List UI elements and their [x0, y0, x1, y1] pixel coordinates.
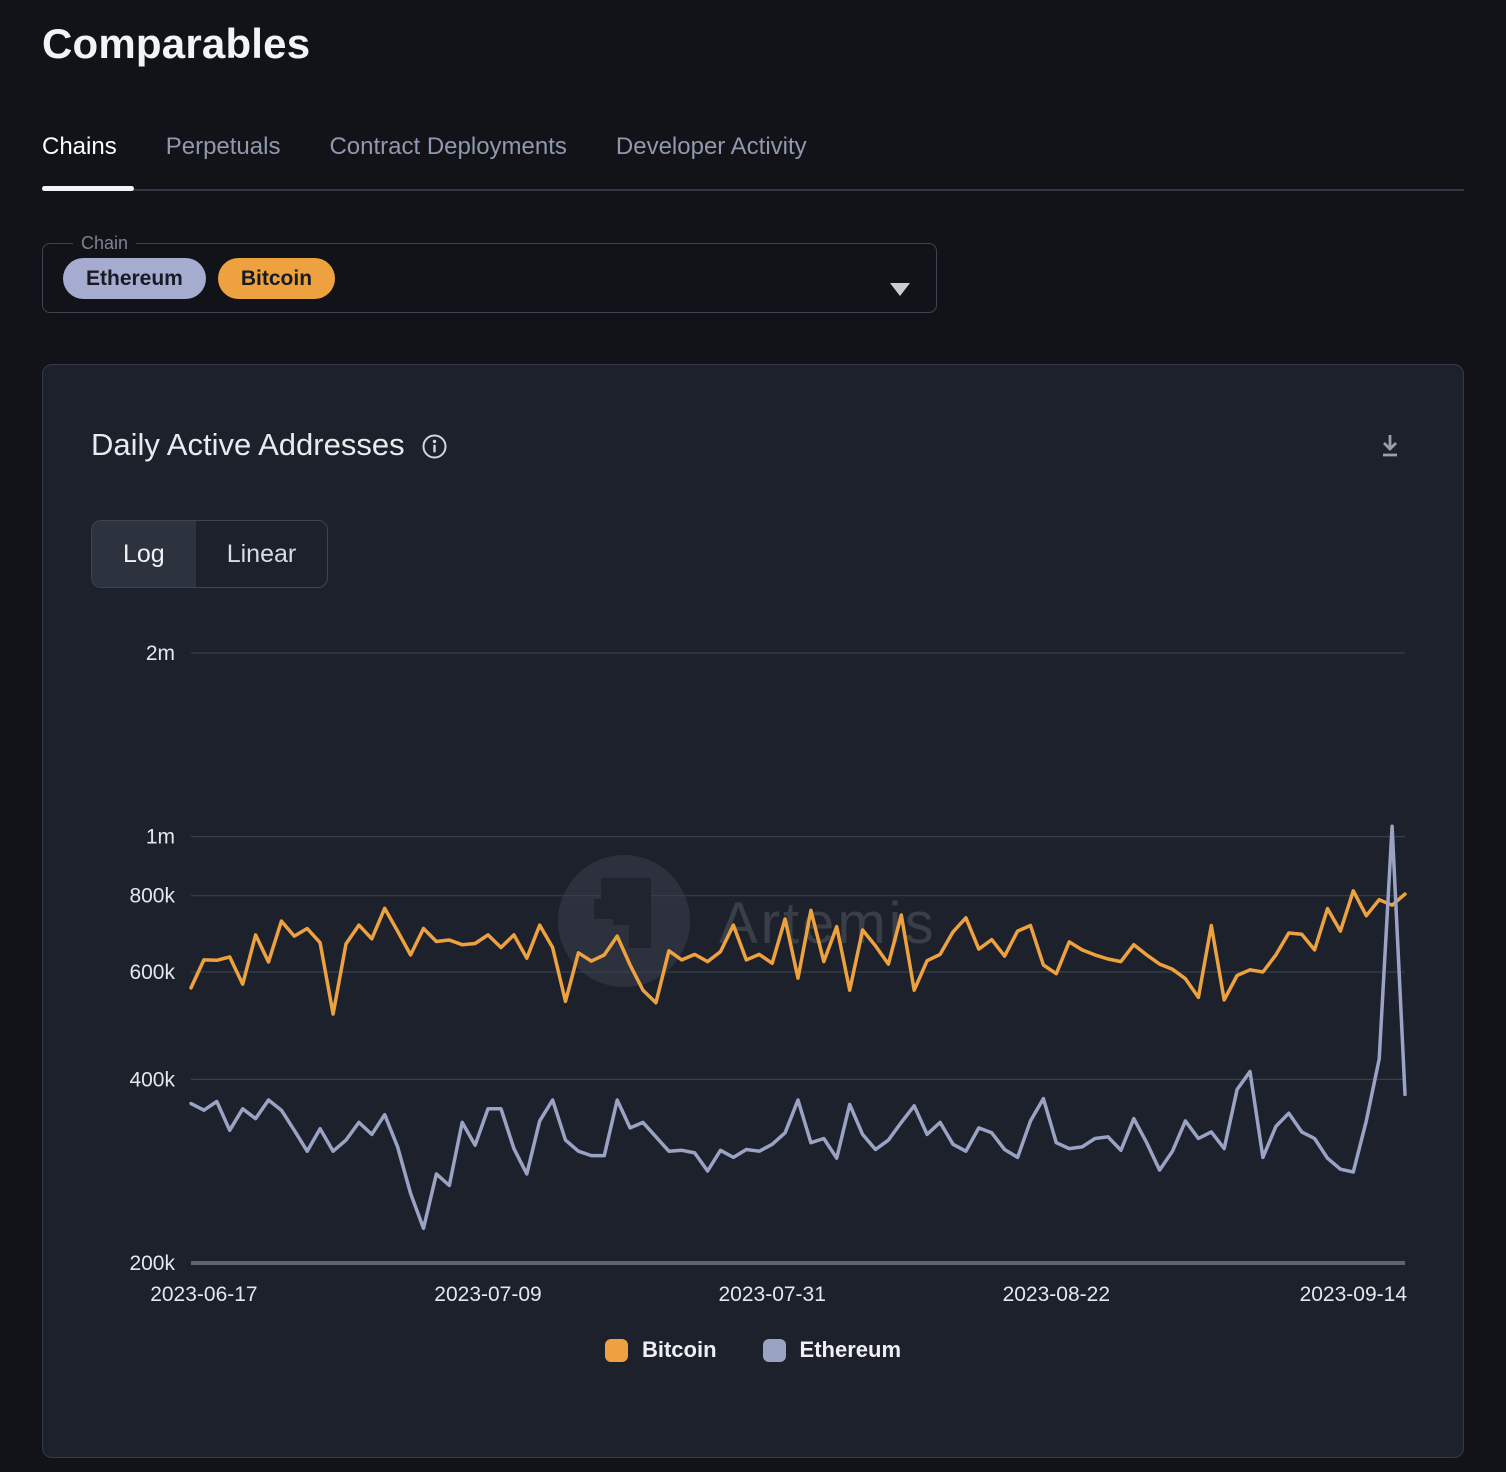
bitcoin-series-line: [189, 889, 1407, 1016]
tab-developer-activity[interactable]: Developer Activity: [615, 133, 807, 160]
info-icon[interactable]: [421, 433, 448, 460]
chart-legend: Bitcoin Ethereum: [43, 1337, 1463, 1363]
chart-card: Daily Active Addresses Log Linear 2m 1m 80…: [42, 364, 1464, 1458]
download-button[interactable]: [1375, 431, 1405, 464]
linear-scale-button[interactable]: Linear: [196, 521, 327, 587]
chain-chip-bitcoin[interactable]: Bitcoin: [217, 258, 336, 299]
y-tick-label: 1m: [146, 826, 175, 849]
tab-perpetuals[interactable]: Perpetuals: [165, 133, 281, 160]
chain-select-label: Chain: [81, 233, 129, 253]
ethereum-series-line: [189, 824, 1407, 1231]
y-tick-label: 800k: [129, 885, 175, 908]
scale-toggle: Log Linear: [91, 520, 329, 588]
tab-bar-divider: [42, 189, 1464, 191]
chevron-down-icon[interactable]: [890, 283, 910, 296]
y-tick-label: 200k: [129, 1252, 175, 1275]
daily-active-addresses-chart[interactable]: 2m 1m 800k 600k 400k 200k 2023-06-17 2023-07-09…: [43, 365, 1463, 1457]
legend-item-ethereum[interactable]: Ethereum: [762, 1337, 902, 1363]
x-tick-label: 2023-07-31: [718, 1283, 825, 1306]
log-scale-button[interactable]: Log: [92, 521, 196, 587]
y-tick-label: 600k: [129, 961, 175, 984]
y-tick-label: 2m: [146, 642, 175, 665]
bitcoin-legend-label: Bitcoin: [641, 1337, 717, 1362]
watermark-logo-glyph: [594, 878, 651, 948]
chain-chip-ethereum[interactable]: Ethereum: [63, 258, 206, 299]
chain-select[interactable]: Chain Ethereum Bitcoin: [42, 233, 937, 313]
active-tab-indicator: [42, 186, 134, 191]
x-tick-label: 2023-06-17: [150, 1283, 257, 1306]
download-icon: [1383, 435, 1397, 457]
tab-chains[interactable]: Chains: [42, 133, 117, 160]
legend-item-bitcoin[interactable]: Bitcoin: [604, 1337, 717, 1363]
page-title: Comparables: [42, 20, 311, 67]
card-title: Daily Active Addresses: [91, 427, 405, 462]
y-tick-label: 400k: [129, 1068, 175, 1091]
x-tick-label: 2023-09-14: [1300, 1283, 1408, 1306]
tab-contract-deployments[interactable]: Contract Deployments: [329, 133, 567, 160]
x-tick-label: 2023-07-09: [434, 1283, 541, 1306]
tab-bar: Chains Perpetuals Contract Deployments D…: [42, 133, 807, 161]
card-header: Daily Active Addresses: [91, 427, 448, 463]
chain-chips: Ethereum Bitcoin: [63, 258, 916, 299]
ethereum-legend-label: Ethereum: [799, 1337, 902, 1362]
x-tick-label: 2023-08-22: [1003, 1283, 1110, 1306]
bitcoin-legend-swatch: [604, 1338, 628, 1362]
ethereum-legend-swatch: [762, 1338, 786, 1362]
